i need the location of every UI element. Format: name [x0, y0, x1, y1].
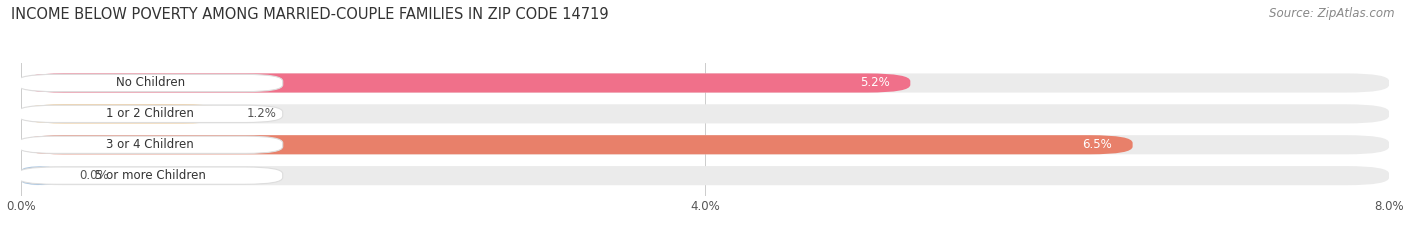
FancyBboxPatch shape [21, 73, 910, 93]
Text: 3 or 4 Children: 3 or 4 Children [107, 138, 194, 151]
FancyBboxPatch shape [21, 166, 1389, 185]
FancyBboxPatch shape [18, 105, 283, 123]
FancyBboxPatch shape [21, 135, 1389, 154]
Text: 5 or more Children: 5 or more Children [94, 169, 205, 182]
Text: Source: ZipAtlas.com: Source: ZipAtlas.com [1270, 7, 1395, 20]
FancyBboxPatch shape [21, 104, 1389, 123]
FancyBboxPatch shape [18, 74, 283, 92]
FancyBboxPatch shape [21, 135, 1133, 154]
FancyBboxPatch shape [18, 136, 283, 153]
FancyBboxPatch shape [21, 166, 59, 185]
Text: 1 or 2 Children: 1 or 2 Children [107, 107, 194, 120]
Text: 1.2%: 1.2% [247, 107, 277, 120]
FancyBboxPatch shape [21, 73, 1389, 93]
Text: INCOME BELOW POVERTY AMONG MARRIED-COUPLE FAMILIES IN ZIP CODE 14719: INCOME BELOW POVERTY AMONG MARRIED-COUPL… [11, 7, 609, 22]
Text: 5.2%: 5.2% [860, 76, 890, 89]
Text: 0.0%: 0.0% [79, 169, 108, 182]
FancyBboxPatch shape [21, 104, 226, 123]
Text: 6.5%: 6.5% [1083, 138, 1112, 151]
Text: No Children: No Children [115, 76, 184, 89]
FancyBboxPatch shape [18, 167, 283, 184]
